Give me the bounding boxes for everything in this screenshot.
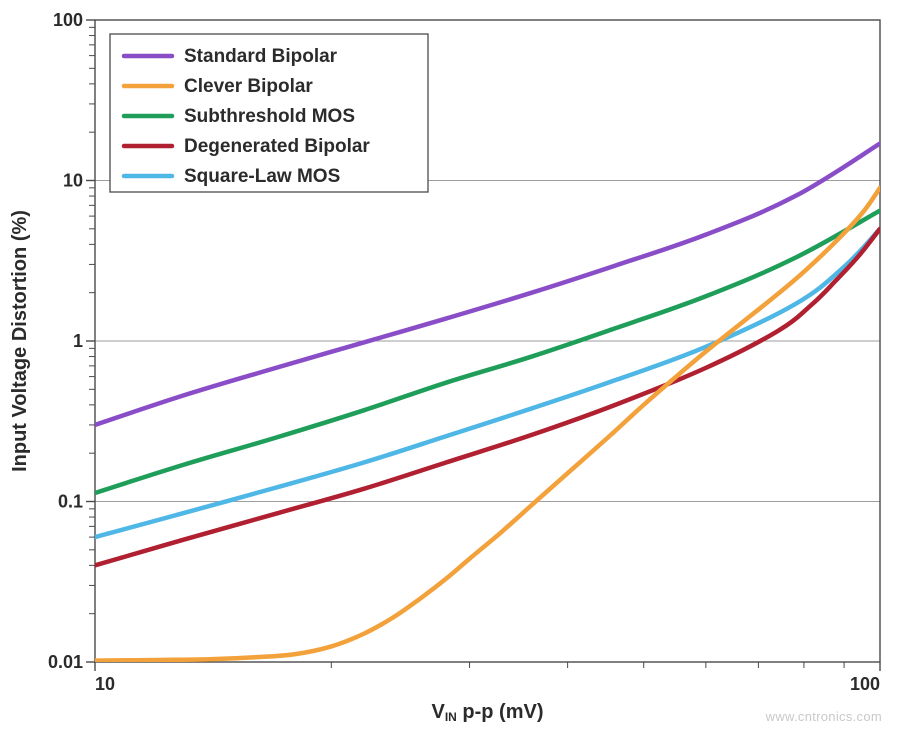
- legend-label: Degenerated Bipolar: [184, 136, 370, 157]
- y-axis-label: Input Voltage Distortion (%): [9, 210, 31, 472]
- series-degenerated-bipolar: [95, 229, 880, 566]
- y-tick-label: 10: [63, 171, 83, 191]
- legend-label: Standard Bipolar: [184, 46, 338, 67]
- legend-label: Square-Law MOS: [184, 166, 340, 187]
- y-tick-label: 100: [53, 10, 83, 30]
- x-tick-label: 100: [850, 674, 880, 694]
- y-tick-label: 1: [73, 331, 83, 351]
- legend-label: Subthreshold MOS: [184, 106, 355, 127]
- legend-label: Clever Bipolar: [184, 76, 313, 97]
- y-tick-label: 0.1: [58, 492, 83, 512]
- watermark: www.cntronics.com: [766, 709, 882, 724]
- chart-container: 10 100 0.01 0.1 1 10 100 Input Voltage Distorti…: [0, 0, 900, 730]
- x-tick-label: 10: [95, 674, 115, 694]
- y-tick-label: 0.01: [48, 652, 83, 672]
- chart-svg: 10 100 0.01 0.1 1 10 100 Input Voltage Distorti…: [0, 0, 900, 730]
- x-axis-label: VIN p-p (mV): [432, 701, 544, 724]
